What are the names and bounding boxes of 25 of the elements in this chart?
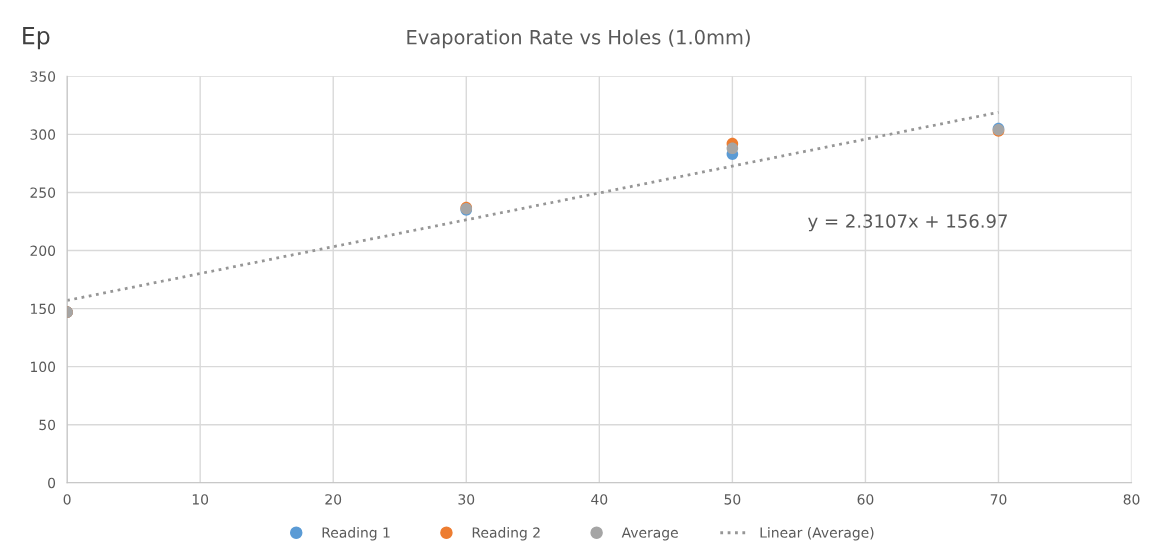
chart-title: Evaporation Rate vs Holes (1.0mm): [407, 29, 750, 49]
x-tick-label: 40: [591, 494, 608, 505]
x-tick-label: 10: [192, 494, 209, 505]
x-tick-label: 50: [724, 494, 741, 505]
point: [726, 142, 739, 155]
annotation: y = 2.3107x + 156.97: [808, 214, 1007, 232]
x-tick-label: 80: [1123, 494, 1140, 505]
x-tick-label: 60: [857, 494, 874, 505]
y-tick-label: 50: [39, 419, 56, 431]
x-tick-label: 70: [990, 494, 1007, 505]
y-tick-label: 200: [30, 245, 56, 256]
y-tick-label: 350: [30, 71, 56, 82]
y-tick-label: 150: [31, 303, 56, 315]
y-tick-label: 100: [31, 361, 56, 373]
legend-label: Linear (Average): [760, 527, 874, 541]
y-axis-title: Ep: [23, 27, 50, 50]
x-tick-label: 0: [63, 494, 71, 505]
legend-label: Average: [621, 527, 678, 541]
legend-label: Reading 1: [322, 527, 390, 541]
y-tick-label: 0: [48, 477, 56, 489]
y-tick-label: 250: [30, 187, 56, 198]
x-tick-label: 20: [325, 494, 342, 505]
x-tick-label: 30: [458, 494, 475, 505]
legend-label: Reading 2: [472, 527, 540, 541]
y-tick-label: 300: [30, 129, 56, 140]
